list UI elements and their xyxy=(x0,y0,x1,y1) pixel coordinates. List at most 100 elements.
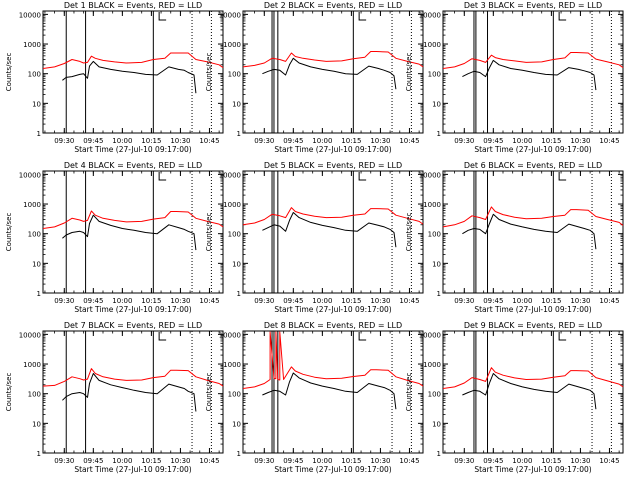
plot-frame xyxy=(42,10,224,134)
panel-title: Det 7 BLACK = Events, RED = LLD xyxy=(64,321,202,330)
y-tick-label: 100 xyxy=(428,71,441,79)
y-axis-label: Counts/sec xyxy=(405,53,413,92)
panel-title-legend: BLACK = Events, RED = LLD xyxy=(86,161,202,170)
x-tick-label: 10:00 xyxy=(112,457,132,465)
x-tick-label: 10:30 xyxy=(370,137,390,145)
x-tick-label: 10:15 xyxy=(541,457,561,465)
y-tick-label: 10 xyxy=(432,260,441,268)
x-tick-label: 09:45 xyxy=(283,297,303,305)
y-tick-label: 100 xyxy=(28,71,41,79)
x-axis-label: Start Time (27-Jul-10 09:17:00) xyxy=(474,145,591,154)
y-axis-label: Counts/sec xyxy=(405,373,413,412)
panel-title-det: Det 2 xyxy=(264,1,286,10)
plot-frame xyxy=(242,330,424,454)
events-series-line xyxy=(462,59,597,91)
y-tick-label: 100 xyxy=(228,71,241,79)
y-tick-label: 1 xyxy=(437,130,441,138)
lld-series-line xyxy=(242,51,424,68)
x-tick-label: 09:30 xyxy=(254,457,274,465)
x-tick-label: 10:15 xyxy=(541,297,561,305)
y-axis-label: Counts/sec xyxy=(205,53,213,92)
x-tick-label: 10:45 xyxy=(199,297,219,305)
plot-frame xyxy=(442,10,624,134)
y-axis-label: Counts/sec xyxy=(405,213,413,252)
panel-title-legend: BLACK = Events, RED = LLD xyxy=(86,1,202,10)
y-tick-label: 1 xyxy=(437,450,441,458)
x-tick-label: 09:45 xyxy=(483,297,503,305)
panel-title-legend: BLACK = Events, RED = LLD xyxy=(86,321,202,330)
x-tick-label: 10:30 xyxy=(370,297,390,305)
plot-frame xyxy=(242,170,424,294)
x-tick-label: 09:30 xyxy=(254,137,274,145)
x-tick-label: 09:45 xyxy=(483,457,503,465)
lld-series-line xyxy=(42,210,224,229)
panel-title-det: Det 7 xyxy=(64,321,86,330)
panel-title: Det 6 BLACK = Events, RED = LLD xyxy=(464,161,602,170)
x-tick-label: 09:30 xyxy=(54,457,74,465)
x-tick-label: 10:45 xyxy=(599,297,619,305)
events-series-line xyxy=(62,60,197,94)
y-tick-label: 10000 xyxy=(219,171,241,179)
y-tick-label: 10000 xyxy=(19,331,41,339)
y-tick-label: 10 xyxy=(232,100,241,108)
panel-det-4: Det 4 BLACK = Events, RED = LLD 1 10 100 100… xyxy=(5,161,224,314)
attenuator-marker xyxy=(558,332,567,341)
events-series-line xyxy=(62,373,197,412)
y-axis-label: Counts/sec xyxy=(205,213,213,252)
x-tick-label: 10:30 xyxy=(170,137,190,145)
panel-title-det: Det 3 xyxy=(464,1,486,10)
attenuator-marker xyxy=(158,172,167,181)
lld-series-line xyxy=(42,52,224,69)
y-axis-label: Counts/sec xyxy=(205,373,213,412)
x-tick-label: 10:15 xyxy=(141,457,161,465)
panel-title-legend: BLACK = Events, RED = LLD xyxy=(486,1,602,10)
panel-title-legend: BLACK = Events, RED = LLD xyxy=(286,161,402,170)
x-tick-label: 09:45 xyxy=(283,137,303,145)
panel-det-3: Det 3 BLACK = Events, RED = LLD 1 10 100 100… xyxy=(405,1,624,154)
x-tick-label: 10:15 xyxy=(541,137,561,145)
x-tick-label: 10:00 xyxy=(512,457,532,465)
x-tick-label: 10:00 xyxy=(312,297,332,305)
x-tick-label: 09:30 xyxy=(54,297,74,305)
plot-frame xyxy=(442,330,624,454)
events-series-line xyxy=(262,372,397,410)
y-tick-label: 100 xyxy=(428,391,441,399)
x-axis-label: Start Time (27-Jul-10 09:17:00) xyxy=(474,305,591,314)
x-tick-label: 09:45 xyxy=(83,297,103,305)
x-tick-label: 09:30 xyxy=(254,297,274,305)
plot-frame xyxy=(442,170,624,294)
plot-frame xyxy=(42,330,224,454)
x-tick-label: 10:30 xyxy=(570,457,590,465)
y-tick-label: 1 xyxy=(37,450,41,458)
y-tick-label: 1 xyxy=(237,130,241,138)
y-tick-label: 10000 xyxy=(19,11,41,19)
x-tick-label: 10:30 xyxy=(570,297,590,305)
panel-title: Det 9 BLACK = Events, RED = LLD xyxy=(464,321,602,330)
y-tick-label: 10 xyxy=(232,260,241,268)
attenuator-marker xyxy=(358,172,367,181)
attenuator-marker xyxy=(358,332,367,341)
x-axis-label: Start Time (27-Jul-10 09:17:00) xyxy=(74,465,191,474)
panel-title: Det 8 BLACK = Events, RED = LLD xyxy=(264,321,402,330)
x-tick-label: 09:30 xyxy=(454,137,474,145)
panel-title: Det 5 BLACK = Events, RED = LLD xyxy=(264,161,402,170)
x-axis-label: Start Time (27-Jul-10 09:17:00) xyxy=(74,305,191,314)
panel-title-legend: BLACK = Events, RED = LLD xyxy=(286,321,402,330)
y-tick-label: 10 xyxy=(432,100,441,108)
attenuator-marker xyxy=(158,332,167,341)
x-tick-label: 10:45 xyxy=(599,137,619,145)
events-series-line xyxy=(462,213,597,250)
y-tick-label: 10 xyxy=(32,100,41,108)
x-tick-label: 09:45 xyxy=(83,137,103,145)
y-tick-label: 1000 xyxy=(223,201,241,209)
y-tick-label: 1 xyxy=(37,130,41,138)
x-tick-label: 10:00 xyxy=(112,297,132,305)
y-axis-label: Counts/sec xyxy=(5,213,13,252)
attenuator-marker xyxy=(558,172,567,181)
y-tick-label: 10000 xyxy=(419,171,441,179)
lld-series-line xyxy=(442,52,624,69)
y-tick-label: 10000 xyxy=(19,171,41,179)
y-tick-label: 1 xyxy=(37,290,41,298)
panel-title-det: Det 1 xyxy=(64,1,86,10)
